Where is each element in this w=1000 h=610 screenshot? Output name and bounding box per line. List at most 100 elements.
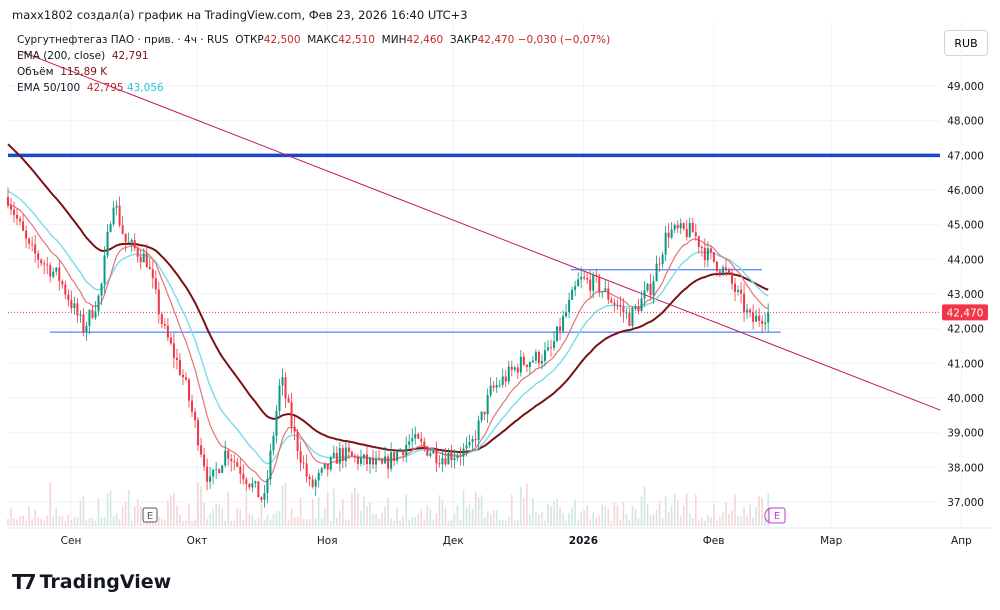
candle-body bbox=[73, 303, 76, 309]
candle-body bbox=[715, 261, 718, 272]
volume-bar bbox=[716, 520, 718, 526]
volume-bar bbox=[109, 490, 112, 526]
volume-bar bbox=[622, 501, 625, 526]
tradingview-logo[interactable]: 𝗧𝟳 TradingView bbox=[12, 570, 171, 594]
volume-bar bbox=[453, 513, 456, 526]
volume-bar bbox=[462, 489, 465, 526]
candle-body bbox=[513, 367, 516, 370]
currency-button[interactable]: RUB bbox=[944, 30, 988, 56]
price-chart[interactable]: 49,000 48,000 47,000 46,000 45,000 44,000 43,0… bbox=[0, 0, 1000, 560]
volume-bar bbox=[688, 513, 691, 526]
volume-bar bbox=[372, 513, 374, 526]
ema50-100-legend[interactable]: EMA 50/100 42,795 43,056 bbox=[17, 80, 610, 96]
ema200-legend[interactable]: EMA (200, close) 42,791 bbox=[17, 48, 610, 64]
volume-bar bbox=[173, 493, 175, 526]
candle-body bbox=[637, 306, 640, 312]
volume-bar bbox=[625, 513, 628, 526]
candle-body bbox=[721, 267, 724, 274]
volume-bar bbox=[263, 520, 266, 526]
candle-body bbox=[414, 434, 417, 439]
candle-body bbox=[221, 465, 224, 473]
volume-bar bbox=[682, 505, 685, 526]
candle-body bbox=[178, 359, 181, 375]
volume-bar bbox=[269, 519, 272, 526]
candle-body bbox=[323, 463, 326, 469]
candle-body bbox=[755, 315, 758, 322]
volume-bar bbox=[628, 520, 631, 526]
volume-bar bbox=[7, 518, 9, 526]
candle-body bbox=[384, 456, 387, 464]
candle-body bbox=[462, 448, 465, 457]
candle-body bbox=[480, 411, 483, 421]
volume-bar bbox=[118, 519, 121, 526]
volume-bar bbox=[767, 493, 769, 526]
candle-body bbox=[194, 411, 197, 421]
candle-body bbox=[607, 288, 610, 300]
volume-bar bbox=[556, 499, 558, 526]
candle-body bbox=[169, 337, 172, 344]
candle-body bbox=[423, 441, 426, 447]
low-value: 42,460 bbox=[406, 34, 444, 46]
volume-bar bbox=[498, 519, 501, 526]
volume-bar bbox=[435, 513, 438, 526]
volume-bar bbox=[679, 515, 682, 526]
candle-body bbox=[426, 446, 429, 456]
candle-body bbox=[673, 224, 676, 230]
candle-body bbox=[504, 376, 507, 382]
volume-bar bbox=[731, 510, 733, 526]
candle-body bbox=[700, 246, 703, 248]
candle-body bbox=[242, 473, 245, 480]
volume-bar bbox=[541, 511, 543, 526]
volume-bar bbox=[227, 491, 230, 526]
dividend-badge[interactable] bbox=[768, 507, 786, 524]
candle-body bbox=[402, 450, 405, 456]
candle-body bbox=[209, 476, 212, 482]
volume-bar bbox=[287, 520, 290, 526]
volume-bar bbox=[100, 517, 103, 526]
volume-bar bbox=[339, 510, 341, 526]
candle-body bbox=[224, 450, 227, 466]
candle-body bbox=[184, 377, 187, 380]
candle-body bbox=[556, 326, 559, 342]
candle-body bbox=[643, 290, 646, 299]
candle-body bbox=[734, 283, 737, 292]
volume-bar bbox=[25, 520, 27, 526]
volume-bar bbox=[188, 503, 190, 526]
volume-bar bbox=[248, 514, 251, 526]
candle-body bbox=[703, 247, 706, 261]
volume-bar bbox=[432, 519, 435, 526]
candle-body bbox=[525, 364, 528, 368]
candle-body bbox=[589, 279, 592, 291]
volume-bar bbox=[607, 509, 610, 526]
volume-bar bbox=[182, 520, 184, 526]
candle-body bbox=[112, 207, 115, 225]
candles[interactable] bbox=[7, 187, 770, 508]
candle-body bbox=[749, 309, 752, 313]
trend-line[interactable] bbox=[20, 50, 941, 411]
candle-body bbox=[486, 395, 489, 415]
volume-bar bbox=[251, 515, 254, 526]
candle-body bbox=[456, 456, 459, 459]
candle-body bbox=[212, 469, 215, 477]
volume-bar bbox=[480, 495, 483, 526]
candle-body bbox=[740, 289, 743, 294]
plot-area bbox=[8, 22, 940, 528]
open-value: 42,500 bbox=[263, 34, 301, 46]
open-label: ОТКР bbox=[235, 34, 264, 46]
candle-body bbox=[565, 312, 568, 317]
earnings-badge[interactable] bbox=[142, 507, 158, 523]
volume-bar bbox=[10, 508, 12, 526]
volume-bar bbox=[257, 518, 260, 526]
candle-body bbox=[31, 243, 34, 245]
volume-bar bbox=[49, 482, 52, 526]
candle-body bbox=[148, 266, 151, 270]
volume-bar bbox=[649, 515, 652, 526]
volume-legend[interactable]: Объём 115,89 K bbox=[17, 64, 610, 80]
volume-bar bbox=[634, 508, 637, 526]
volume-bar bbox=[76, 517, 79, 526]
candle-body bbox=[501, 376, 504, 385]
volume-bar bbox=[514, 520, 516, 526]
candle-body bbox=[634, 306, 637, 309]
candle-body bbox=[528, 362, 531, 368]
candle-body bbox=[142, 253, 145, 263]
